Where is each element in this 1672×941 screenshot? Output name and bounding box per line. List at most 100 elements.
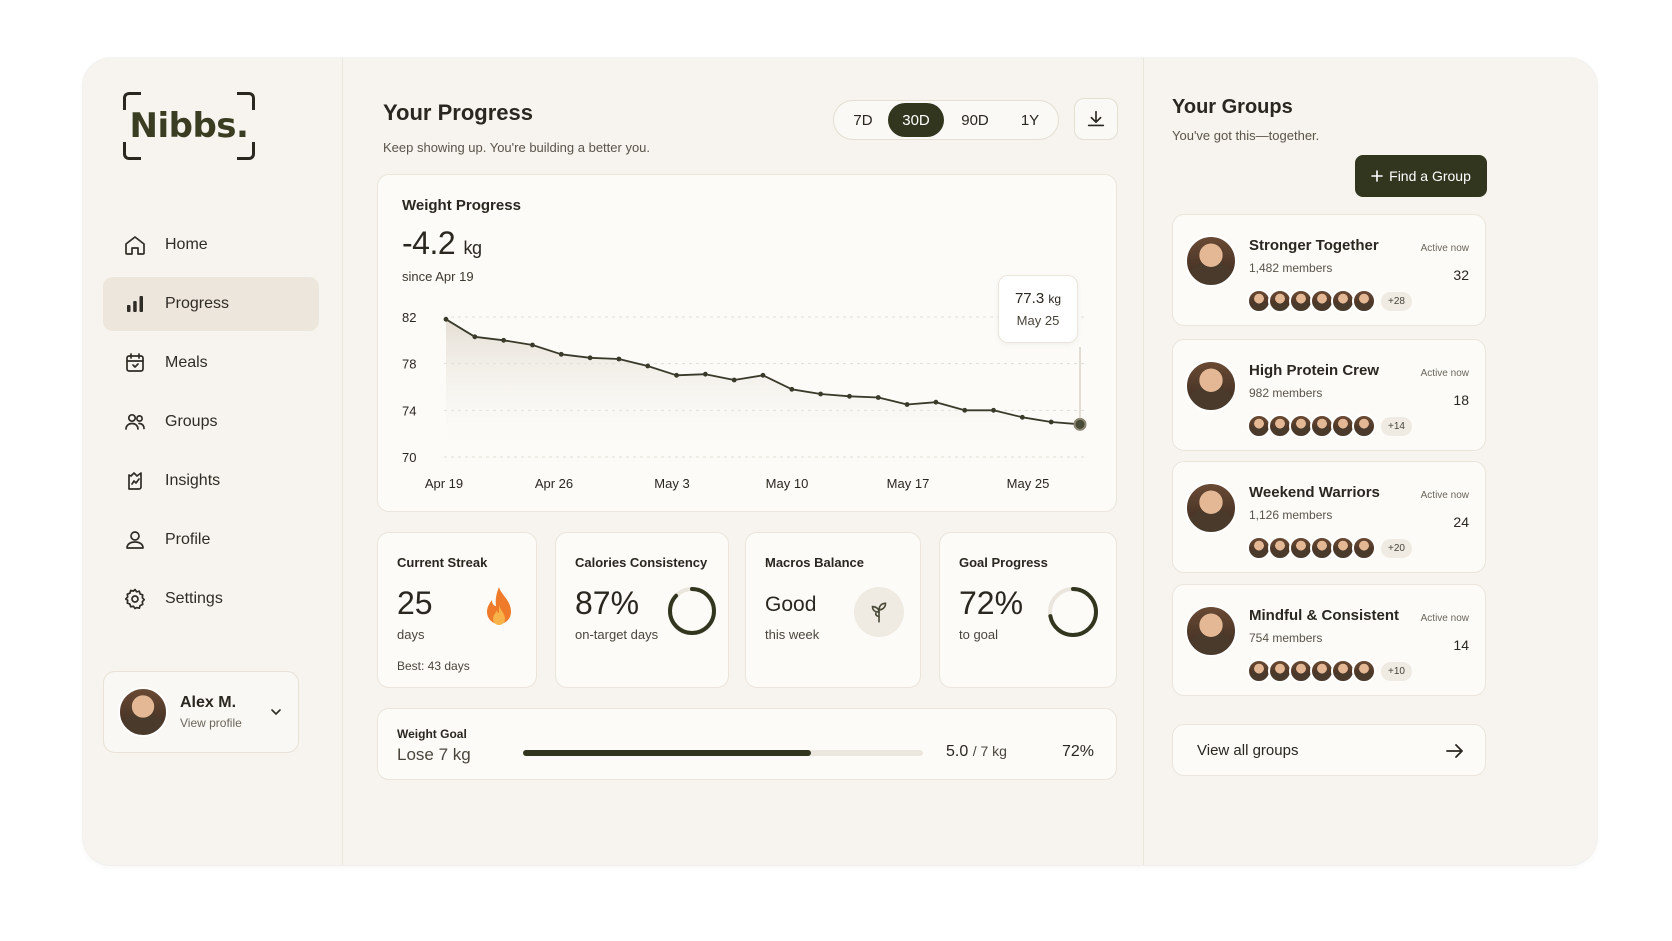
group-active-count: 18 — [1453, 392, 1469, 408]
data-point[interactable] — [443, 316, 449, 322]
calories-value: 87% — [575, 585, 640, 621]
chevron-down-icon[interactable] — [270, 706, 282, 718]
group-active-count: 14 — [1453, 637, 1469, 653]
data-point[interactable] — [501, 337, 507, 343]
app-window: Nibbs. Home Progress Meals Groups Insigh… — [83, 58, 1597, 865]
range-selector: 7D 30D 90D 1Y — [833, 100, 1059, 140]
more-members-badge: +20 — [1381, 538, 1412, 558]
sidebar-item-progress[interactable]: Progress — [103, 277, 319, 331]
data-point[interactable] — [472, 334, 478, 340]
sidebar-item-insights[interactable]: Insights — [103, 454, 319, 508]
tooltip-value: 77.3 — [1014, 290, 1045, 307]
group-card[interactable]: Stronger Together 1,482 members Active now… — [1172, 214, 1486, 326]
data-point[interactable] — [702, 371, 708, 377]
data-point[interactable] — [731, 377, 737, 383]
sidebar: Nibbs. Home Progress Meals Groups Insigh… — [83, 58, 343, 865]
data-point[interactable] — [933, 399, 939, 405]
group-card[interactable]: Mindful & Consistent 754 members Active no… — [1172, 584, 1486, 696]
group-active-label: Active now — [1420, 368, 1469, 379]
group-members: 1,126 members — [1249, 508, 1333, 522]
data-point[interactable] — [530, 342, 535, 348]
group-active-label: Active now — [1420, 613, 1469, 624]
range-30d-button[interactable]: 30D — [888, 103, 944, 137]
streak-value: 25 — [397, 585, 433, 621]
group-active-count: 32 — [1453, 267, 1469, 283]
data-point[interactable] — [847, 393, 852, 399]
group-card[interactable]: Weekend Warriors 1,126 members Active now 2… — [1172, 461, 1486, 573]
member-stack: +28 — [1247, 289, 1412, 313]
macros-label: Macros Balance — [765, 555, 864, 570]
main-content: Your Progress Keep showing up. You're bu… — [343, 58, 1143, 865]
member-avatar — [1352, 289, 1376, 313]
sidebar-item-label: Home — [165, 236, 208, 253]
member-stack: +20 — [1247, 536, 1412, 560]
data-point[interactable] — [645, 363, 651, 369]
group-card[interactable]: High Protein Crew 982 members Active now 18… — [1172, 339, 1486, 451]
download-icon — [1087, 110, 1105, 127]
range-90d-button[interactable]: 90D — [961, 111, 989, 129]
data-point[interactable] — [674, 372, 679, 378]
find-group-button[interactable]: Find a Group — [1355, 155, 1487, 197]
y-tick-label: 74 — [402, 403, 416, 418]
data-point[interactable] — [991, 407, 996, 413]
data-point[interactable] — [875, 395, 881, 400]
user-menu[interactable]: Alex M. View profile — [103, 671, 299, 753]
view-all-label: View all groups — [1197, 741, 1299, 759]
sidebar-item-home[interactable]: Home — [103, 218, 319, 272]
bar-chart-icon — [127, 296, 143, 312]
group-name: Stronger Together — [1249, 237, 1379, 254]
data-point[interactable] — [962, 407, 968, 413]
insights-icon — [128, 472, 142, 490]
series-area — [446, 319, 1080, 457]
weight-goal-card: Weight Goal Lose 7 kg 5.0 / 7 kg 72% — [377, 708, 1117, 780]
group-members: 754 members — [1249, 631, 1323, 645]
streak-best: Best: 43 days — [397, 659, 470, 673]
download-button[interactable] — [1074, 98, 1118, 140]
weight-delta-unit: kg — [463, 238, 483, 258]
data-point[interactable] — [1019, 414, 1025, 420]
logo[interactable]: Nibbs. — [123, 92, 255, 160]
sidebar-nav: Home Progress Meals Groups Insights Prof… — [103, 218, 319, 631]
data-point[interactable] — [616, 356, 622, 362]
group-name: Weekend Warriors — [1249, 484, 1380, 501]
data-point[interactable] — [760, 372, 766, 378]
x-tick-label: May 3 — [654, 476, 689, 491]
group-avatar — [1185, 482, 1237, 534]
weight-card-title: Weight Progress — [402, 197, 521, 214]
data-point[interactable] — [818, 391, 824, 397]
weight-chart[interactable]: 82 78 74 70 Apr 19 Apr 26 May 3 May 10 May 17 May… — [378, 175, 1118, 513]
y-tick-label: 70 — [402, 450, 416, 465]
calendar-icon — [126, 353, 144, 372]
range-1y-button[interactable]: 1Y — [1020, 111, 1040, 129]
data-point[interactable] — [587, 355, 593, 361]
group-active-label: Active now — [1420, 490, 1469, 501]
calories-ring — [668, 587, 716, 635]
sidebar-item-label: Settings — [165, 590, 223, 607]
goal-ring — [1048, 587, 1098, 637]
range-7d-button[interactable]: 7D — [853, 111, 873, 129]
data-point[interactable] — [904, 402, 910, 407]
sidebar-item-settings[interactable]: Settings — [103, 572, 319, 626]
data-point[interactable] — [558, 351, 564, 357]
data-point[interactable] — [1073, 417, 1087, 431]
x-tick-label: Apr 19 — [425, 476, 463, 491]
groups-panel: Your Groups You've got this—together. Fi… — [1143, 58, 1597, 865]
data-point[interactable] — [1048, 419, 1054, 425]
x-tick-label: Apr 26 — [535, 476, 573, 491]
flame-icon — [487, 587, 511, 625]
more-members-badge: +14 — [1381, 416, 1412, 436]
goal-progress-card: Goal Progress 72% to goal — [939, 532, 1117, 688]
sidebar-item-meals[interactable]: Meals — [103, 336, 319, 390]
view-all-groups-button[interactable]: View all groups — [1172, 724, 1486, 776]
weight-goal-target: / 7 kg — [972, 743, 1007, 759]
member-stack: +10 — [1247, 659, 1412, 683]
weight-goal-progress-fill — [523, 750, 811, 756]
data-point[interactable] — [789, 386, 795, 392]
sidebar-item-groups[interactable]: Groups — [103, 395, 319, 449]
sidebar-item-profile[interactable]: Profile — [103, 513, 319, 567]
member-avatar — [1352, 536, 1376, 560]
sidebar-item-label: Insights — [165, 472, 221, 489]
view-profile-link[interactable]: View profile — [180, 716, 242, 730]
users-icon — [125, 413, 145, 430]
member-avatar — [1352, 414, 1376, 438]
